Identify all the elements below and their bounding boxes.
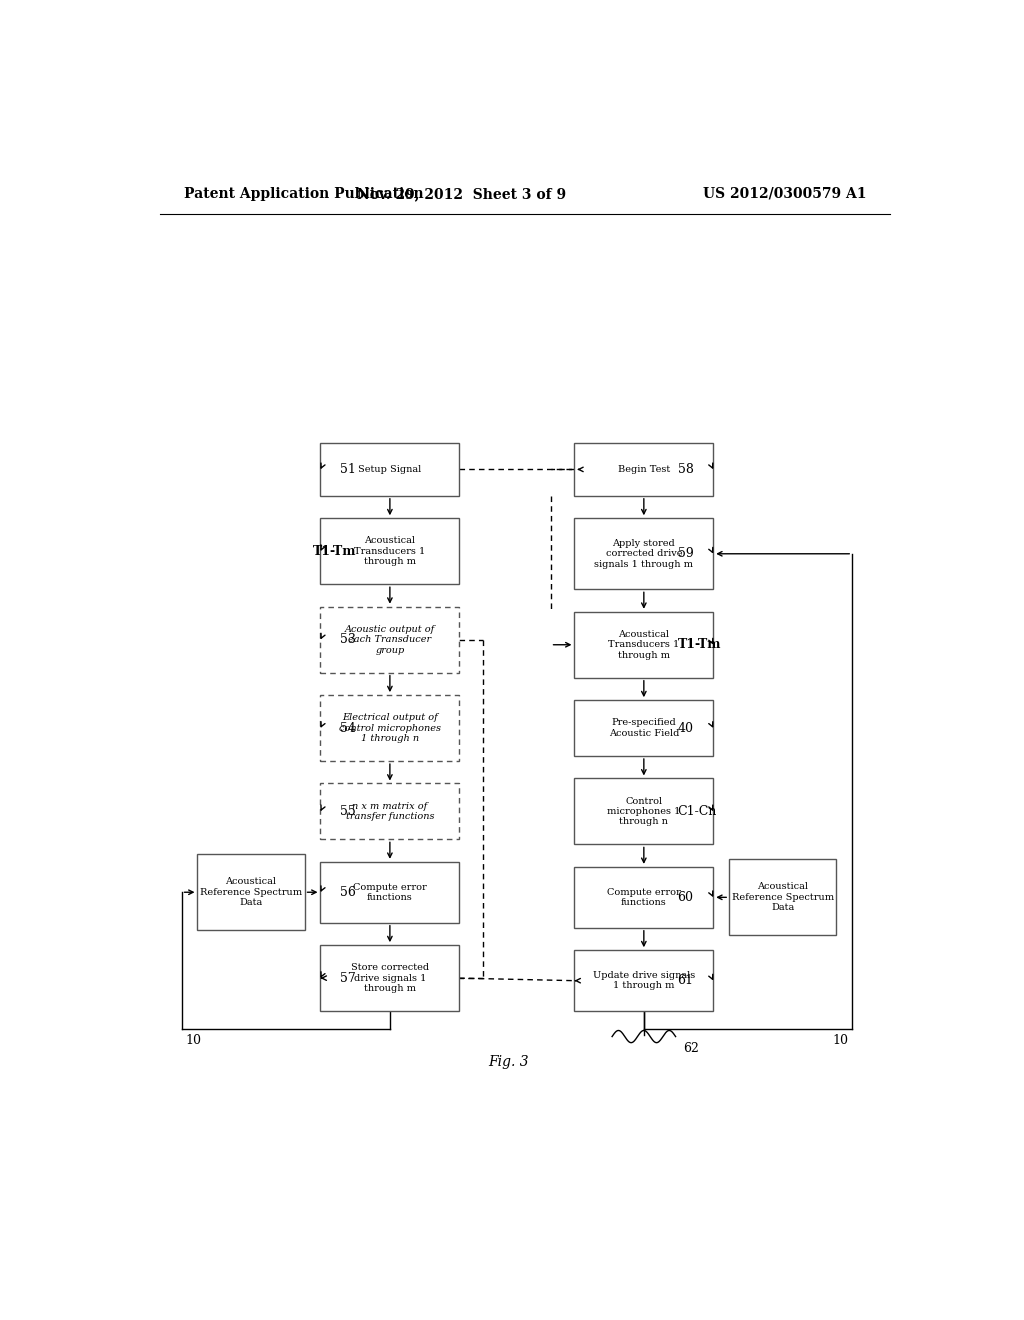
Text: Pre-specified
Acoustic Field: Pre-specified Acoustic Field (608, 718, 679, 738)
Text: T1-Tm: T1-Tm (678, 639, 721, 651)
Text: US 2012/0300579 A1: US 2012/0300579 A1 (702, 187, 866, 201)
Bar (574, 779, 714, 845)
Bar (321, 607, 460, 673)
Text: 54: 54 (340, 722, 356, 735)
Bar (321, 444, 460, 496)
Text: 60: 60 (678, 891, 693, 904)
Text: Electrical output of
control microphones
1 through n: Electrical output of control microphones… (339, 713, 441, 743)
Text: 61: 61 (678, 974, 693, 987)
Bar (321, 784, 460, 840)
Bar (321, 696, 460, 762)
Text: 10: 10 (833, 1034, 848, 1047)
Text: C1-Cn: C1-Cn (678, 805, 717, 818)
Text: Acoustic output of
each Transducer
group: Acoustic output of each Transducer group (345, 624, 435, 655)
Text: 10: 10 (185, 1034, 202, 1047)
Text: Control
microphones 1
through n: Control microphones 1 through n (607, 796, 681, 826)
Text: Acoustical
Reference Spectrum
Data: Acoustical Reference Spectrum Data (732, 883, 834, 912)
Text: 57: 57 (340, 972, 356, 985)
Text: Update drive signals
1 through m: Update drive signals 1 through m (593, 972, 695, 990)
Text: Compute error
functions: Compute error functions (607, 887, 681, 907)
Text: Acoustical
Transducers 1
through m: Acoustical Transducers 1 through m (354, 536, 426, 566)
Text: 56: 56 (340, 886, 356, 899)
Text: Nov. 29, 2012  Sheet 3 of 9: Nov. 29, 2012 Sheet 3 of 9 (356, 187, 566, 201)
Text: Acoustical
Transducers 1
through m: Acoustical Transducers 1 through m (608, 630, 680, 660)
Bar (574, 519, 714, 589)
Text: 58: 58 (678, 463, 693, 477)
Text: Store corrected
drive signals 1
through m: Store corrected drive signals 1 through … (351, 964, 429, 993)
Bar (574, 611, 714, 677)
Text: Apply stored
corrected drive
signals 1 through m: Apply stored corrected drive signals 1 t… (594, 539, 693, 569)
Bar (574, 700, 714, 756)
Bar (321, 945, 460, 1011)
Bar (729, 859, 837, 936)
Text: n x m matrix of
transfer functions: n x m matrix of transfer functions (346, 801, 434, 821)
Text: 59: 59 (678, 548, 693, 560)
Text: Fig. 3: Fig. 3 (488, 1055, 529, 1069)
Text: T1-Tm: T1-Tm (312, 545, 356, 558)
Bar (321, 862, 460, 923)
Text: Patent Application Publication: Patent Application Publication (183, 187, 423, 201)
Text: Compute error
functions: Compute error functions (353, 883, 427, 902)
Bar (574, 444, 714, 496)
Text: 51: 51 (340, 463, 356, 477)
Text: Acoustical
Reference Spectrum
Data: Acoustical Reference Spectrum Data (200, 878, 302, 907)
Text: 62: 62 (684, 1041, 699, 1055)
Bar (574, 950, 714, 1011)
Text: Begin Test: Begin Test (617, 465, 670, 474)
Bar (321, 519, 460, 585)
Text: 40: 40 (678, 722, 693, 735)
Bar (198, 854, 304, 931)
Text: 55: 55 (340, 805, 356, 818)
Bar (574, 867, 714, 928)
Text: 53: 53 (340, 634, 356, 647)
Text: Setup Signal: Setup Signal (358, 465, 422, 474)
